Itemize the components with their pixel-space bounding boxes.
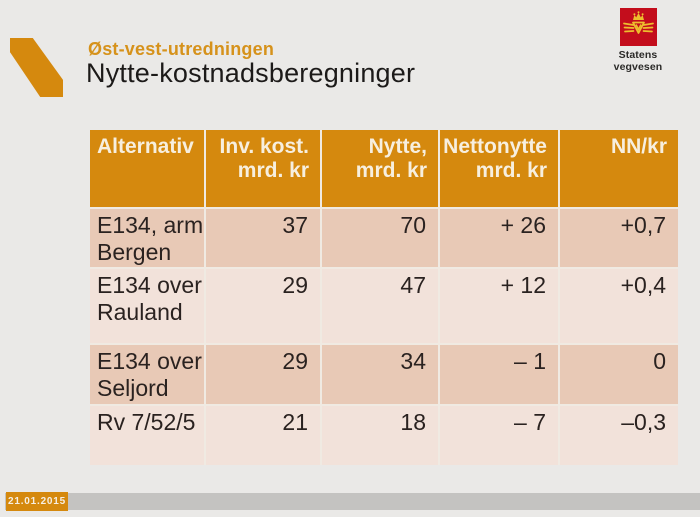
header-text: mrd. kr [355,159,427,183]
slide-kicker: Øst-vest-utredningen [88,39,275,59]
table-row-3-nettonytte: – 1 [440,345,558,404]
table-row-1-nytte: 70 [322,209,438,267]
table-row-3-inv-kost: 29 [206,345,320,404]
vegvesen-emblem-icon [619,8,657,46]
page-title: Nytte-kostnadsberegninger [86,58,416,88]
column-header-nettonytte: Nettonytte mrd. kr [440,130,558,207]
table-row-1-nn-kr: +0,7 [560,209,678,267]
header-text: Alternativ [97,135,194,158]
table-row-2-nn-kr: +0,4 [560,269,678,343]
header-text: mrd. kr [237,159,309,183]
corner-accent-shape [10,38,63,97]
header-text: Nettonytte [443,135,547,158]
header-text: mrd. kr [475,159,547,183]
table-row-4-alternativ: Rv 7/52/5 [90,406,204,465]
footer-bar [5,493,700,510]
slide-date-badge: 21.01.2015 [6,492,68,511]
column-header-nn-kr: NN/kr [560,130,678,207]
statens-vegvesen-logo: Statens vegvesen [593,8,683,73]
table-row-1-inv-kost: 37 [206,209,320,267]
table-row-2-alternativ: E134 over Rauland [90,269,204,343]
table-row-1-nettonytte: + 26 [440,209,558,267]
table-row-3-nn-kr: 0 [560,345,678,404]
table-row-4-nytte: 18 [322,406,438,465]
header-text: NN/kr [610,135,667,158]
table-row-2-inv-kost: 29 [206,269,320,343]
cost-benefit-table: Alternativ Inv. kost. mrd. kr Nytte, mrd… [90,130,678,465]
column-header-nytte: Nytte, mrd. kr [322,130,438,207]
table-row-4-inv-kost: 21 [206,406,320,465]
column-header-alternativ: Alternativ [90,130,204,207]
header-text: Inv. kost. [219,135,309,158]
table-row-4-nettonytte: – 7 [440,406,558,465]
column-header-inv-kost: Inv. kost. mrd. kr [206,130,320,207]
logo-wordmark: Statens vegvesen [613,49,663,73]
table-row-2-nettonytte: + 12 [440,269,558,343]
header-text: Nytte, [368,135,427,158]
table-row-3-alternativ: E134 over Seljord [90,345,204,404]
table-row-2-nytte: 47 [322,269,438,343]
table-row-4-nn-kr: –0,3 [560,406,678,465]
table-row-3-nytte: 34 [322,345,438,404]
table-row-1-alternativ: E134, arm Bergen [90,209,204,267]
